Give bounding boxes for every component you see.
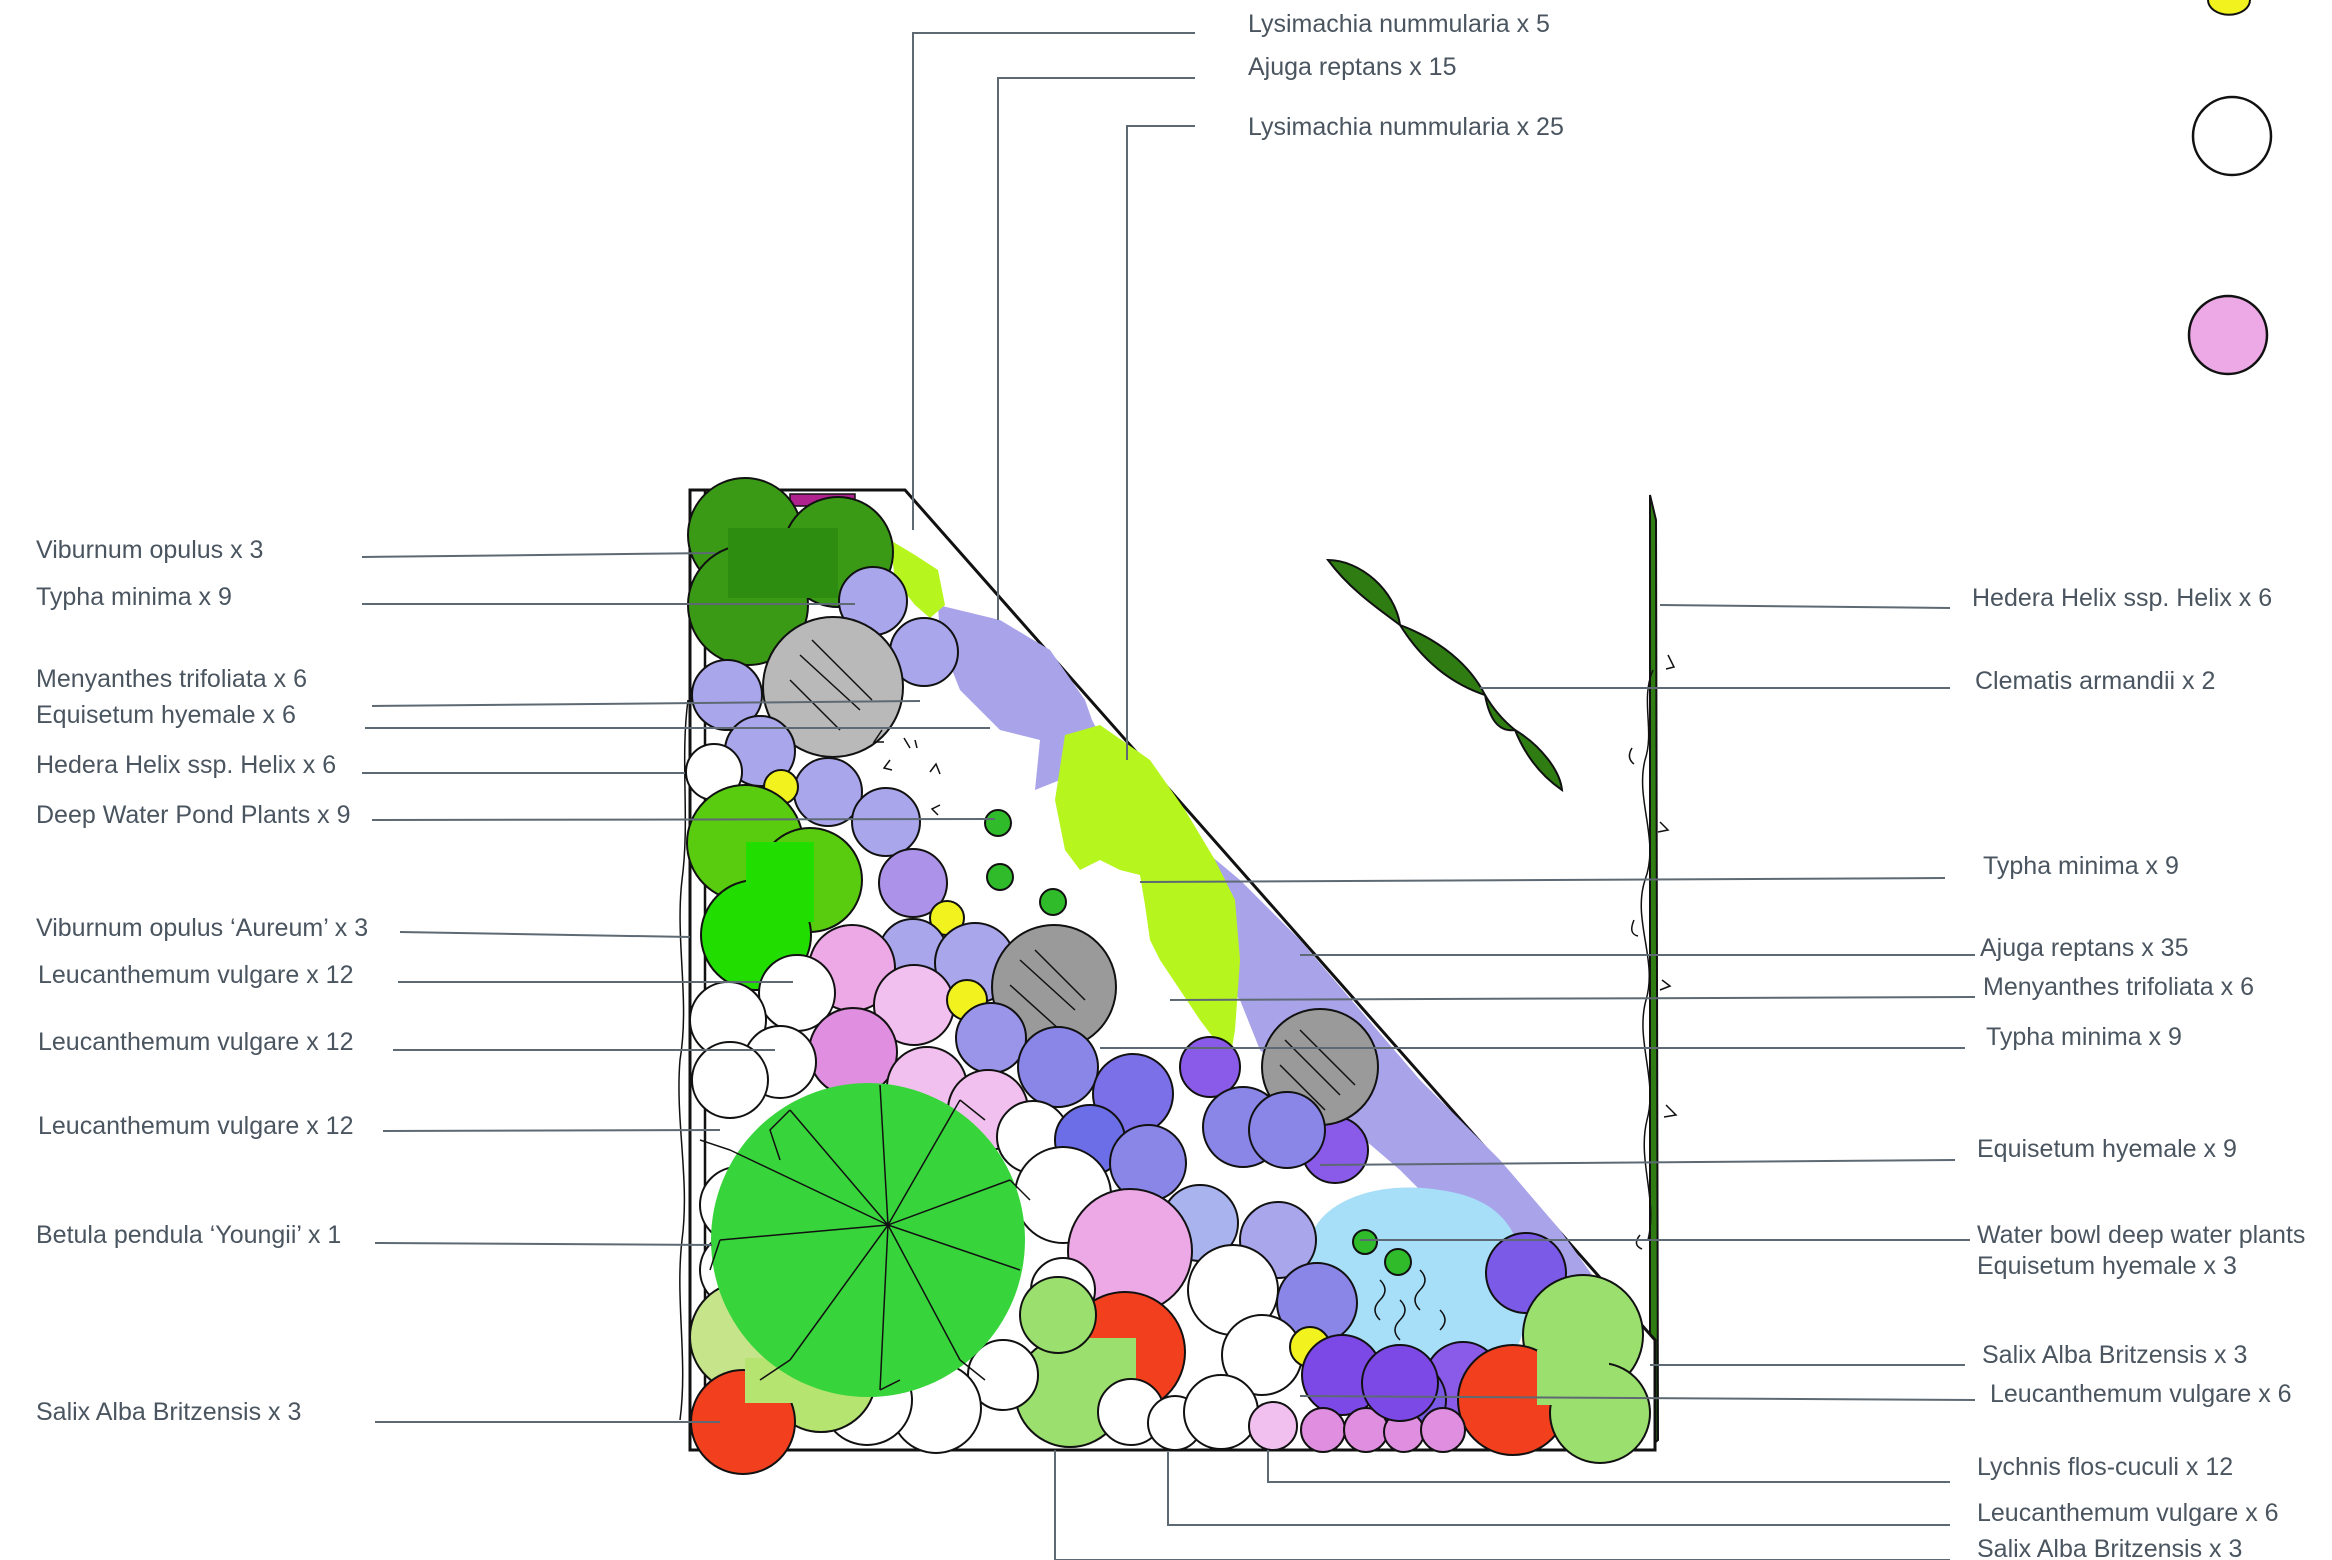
label-lysimachia-5: Lysimachia nummularia x 5 <box>1248 10 1550 38</box>
label-ajuga-35: Ajuga reptans x 35 <box>1980 934 2188 962</box>
label-leucanthemum-left-3: Leucanthemum vulgare x 12 <box>38 1112 353 1140</box>
label-equisetum-3: Equisetum hyemale x 3 <box>1977 1252 2237 1280</box>
label-leucanthemum-right-2: Leucanthemum vulgare x 6 <box>1977 1499 2279 1527</box>
label-viburnum-aureum: Viburnum opulus ‘Aureum’ x 3 <box>36 914 368 942</box>
ivy-strip <box>1649 494 1660 1448</box>
yellow-circle-icon <box>2207 0 2251 16</box>
label-typha-right-1: Typha minima x 9 <box>1983 852 2179 880</box>
label-typha-minima-left: Typha minima x 9 <box>36 583 232 611</box>
label-salix-right-2: Salix Alba Britzensis x 3 <box>1977 1535 2242 1560</box>
label-equisetum-left: Equisetum hyemale x 6 <box>36 701 296 729</box>
legend <box>2187 0 2273 376</box>
clematis <box>1326 558 1564 793</box>
garden-bed <box>678 477 1657 1475</box>
label-lychnis: Lychnis flos-cuculi x 12 <box>1977 1453 2233 1481</box>
label-salix-left: Salix Alba Britzensis x 3 <box>36 1398 301 1426</box>
label-viburnum-opulus: Viburnum opulus x 3 <box>36 536 263 564</box>
labels-right: Hedera Helix ssp. Helix x 6 Clematis arm… <box>1972 584 2305 1560</box>
leaders <box>361 32 1976 1560</box>
label-leucanthemum-right-1: Leucanthemum vulgare x 6 <box>1990 1380 2292 1408</box>
climber-stem <box>1640 669 1654 1241</box>
white-circle-icon <box>2191 95 2273 177</box>
label-lysimachia-25: Lysimachia nummularia x 25 <box>1248 113 1564 141</box>
label-leucanthemum-left-2: Leucanthemum vulgare x 12 <box>38 1028 353 1056</box>
labels-top: Lysimachia nummularia x 5 Ajuga reptans … <box>1248 10 1564 141</box>
typha-band <box>1055 725 1240 1060</box>
label-equisetum-9: Equisetum hyemale x 9 <box>1977 1135 2237 1163</box>
label-clematis: Clematis armandii x 2 <box>1975 667 2215 695</box>
label-hedera-left: Hedera Helix ssp. Helix x 6 <box>36 751 336 779</box>
labels-left: Viburnum opulus x 3 Typha minima x 9 Men… <box>36 536 368 1426</box>
pink-circle-icon <box>2187 294 2269 376</box>
label-betula: Betula pendula ‘Youngii’ x 1 <box>36 1221 341 1249</box>
label-leucanthemum-left-1: Leucanthemum vulgare x 12 <box>38 961 353 989</box>
label-hedera-right: Hedera Helix ssp. Helix x 6 <box>1972 584 2272 612</box>
label-typha-right-2: Typha minima x 9 <box>1986 1023 2182 1051</box>
wall-climber <box>1628 494 1678 1448</box>
label-ajuga-15: Ajuga reptans x 15 <box>1248 53 1456 81</box>
label-menyanthes-left: Menyanthes trifoliata x 6 <box>36 665 307 693</box>
label-menyanthes-right: Menyanthes trifoliata x 6 <box>1983 973 2254 1001</box>
label-salix-right-1: Salix Alba Britzensis x 3 <box>1982 1341 2247 1369</box>
label-water-bowl: Water bowl deep water plants <box>1977 1221 2305 1249</box>
birch-tree <box>699 1083 1031 1397</box>
label-deep-water-pond: Deep Water Pond Plants x 9 <box>36 801 351 829</box>
